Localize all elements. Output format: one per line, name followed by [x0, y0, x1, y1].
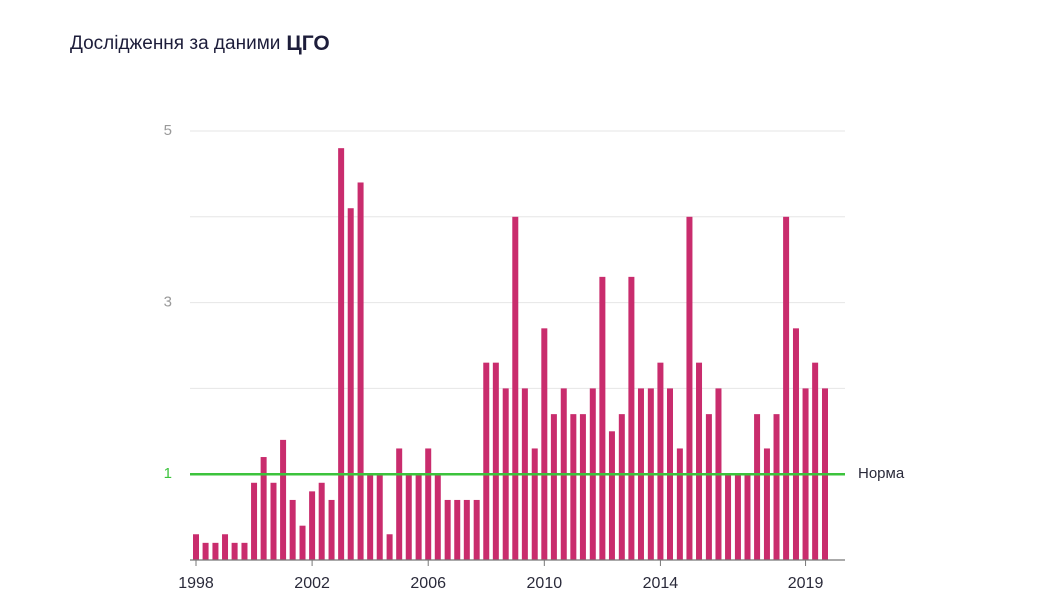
bar [744, 474, 751, 560]
x-tick-label: 2010 [527, 575, 563, 592]
bar [657, 362, 664, 560]
reference-label: Норма [858, 465, 905, 482]
title-emphasis: ЦГО [286, 32, 329, 55]
x-tick-label: 2002 [294, 575, 330, 592]
bar [599, 276, 606, 560]
bar [754, 414, 761, 560]
bar [415, 474, 422, 560]
bar [396, 448, 403, 560]
bar [367, 474, 374, 560]
bar [541, 328, 548, 560]
bar [463, 499, 470, 560]
chart-title: Дослідження за даними ЦГО [70, 32, 330, 55]
bar [280, 439, 287, 560]
bar [618, 414, 625, 560]
x-tick-label: 2006 [410, 575, 446, 592]
bar [299, 525, 306, 560]
bar [686, 216, 693, 561]
bar [628, 276, 635, 560]
x-tick-label: 1998 [178, 575, 214, 592]
bar [725, 474, 732, 560]
title-text: Дослідження за даними [70, 33, 280, 54]
x-tick-label: 2014 [643, 575, 679, 592]
bar [425, 448, 432, 560]
bar [792, 328, 799, 560]
bar [483, 362, 490, 560]
bar [260, 457, 267, 560]
bar [241, 542, 248, 560]
bar [705, 414, 712, 560]
bar [328, 499, 335, 560]
bar [473, 499, 480, 560]
bar [231, 542, 238, 560]
bar [763, 448, 770, 560]
bar [783, 216, 790, 561]
bar [812, 362, 819, 560]
bar [251, 482, 258, 560]
bar [347, 208, 354, 560]
bar [579, 414, 586, 560]
bar [338, 148, 345, 560]
bar [492, 362, 499, 560]
bar [734, 474, 741, 560]
bar [405, 474, 412, 560]
bar [386, 534, 393, 560]
bar [318, 482, 325, 560]
bar [202, 542, 209, 560]
bar [222, 534, 229, 560]
bar [270, 482, 277, 560]
bar [193, 534, 199, 560]
y-tick-label: 1 [164, 465, 172, 482]
bar [696, 362, 703, 560]
bar [212, 542, 219, 560]
bar [608, 431, 615, 560]
bar [676, 448, 683, 560]
bar [434, 474, 441, 560]
bar [454, 499, 461, 560]
bar [773, 414, 780, 560]
bar [550, 414, 557, 560]
y-tick-label: 3 [164, 294, 172, 311]
bar [512, 216, 519, 561]
bar [289, 499, 296, 560]
bar [444, 499, 451, 560]
y-tick-label: 5 [164, 122, 172, 139]
bar [376, 474, 383, 560]
bar [570, 414, 577, 560]
bar [309, 491, 316, 560]
bar [357, 182, 364, 561]
bar [531, 448, 538, 560]
x-tick-label: 2019 [788, 575, 824, 592]
